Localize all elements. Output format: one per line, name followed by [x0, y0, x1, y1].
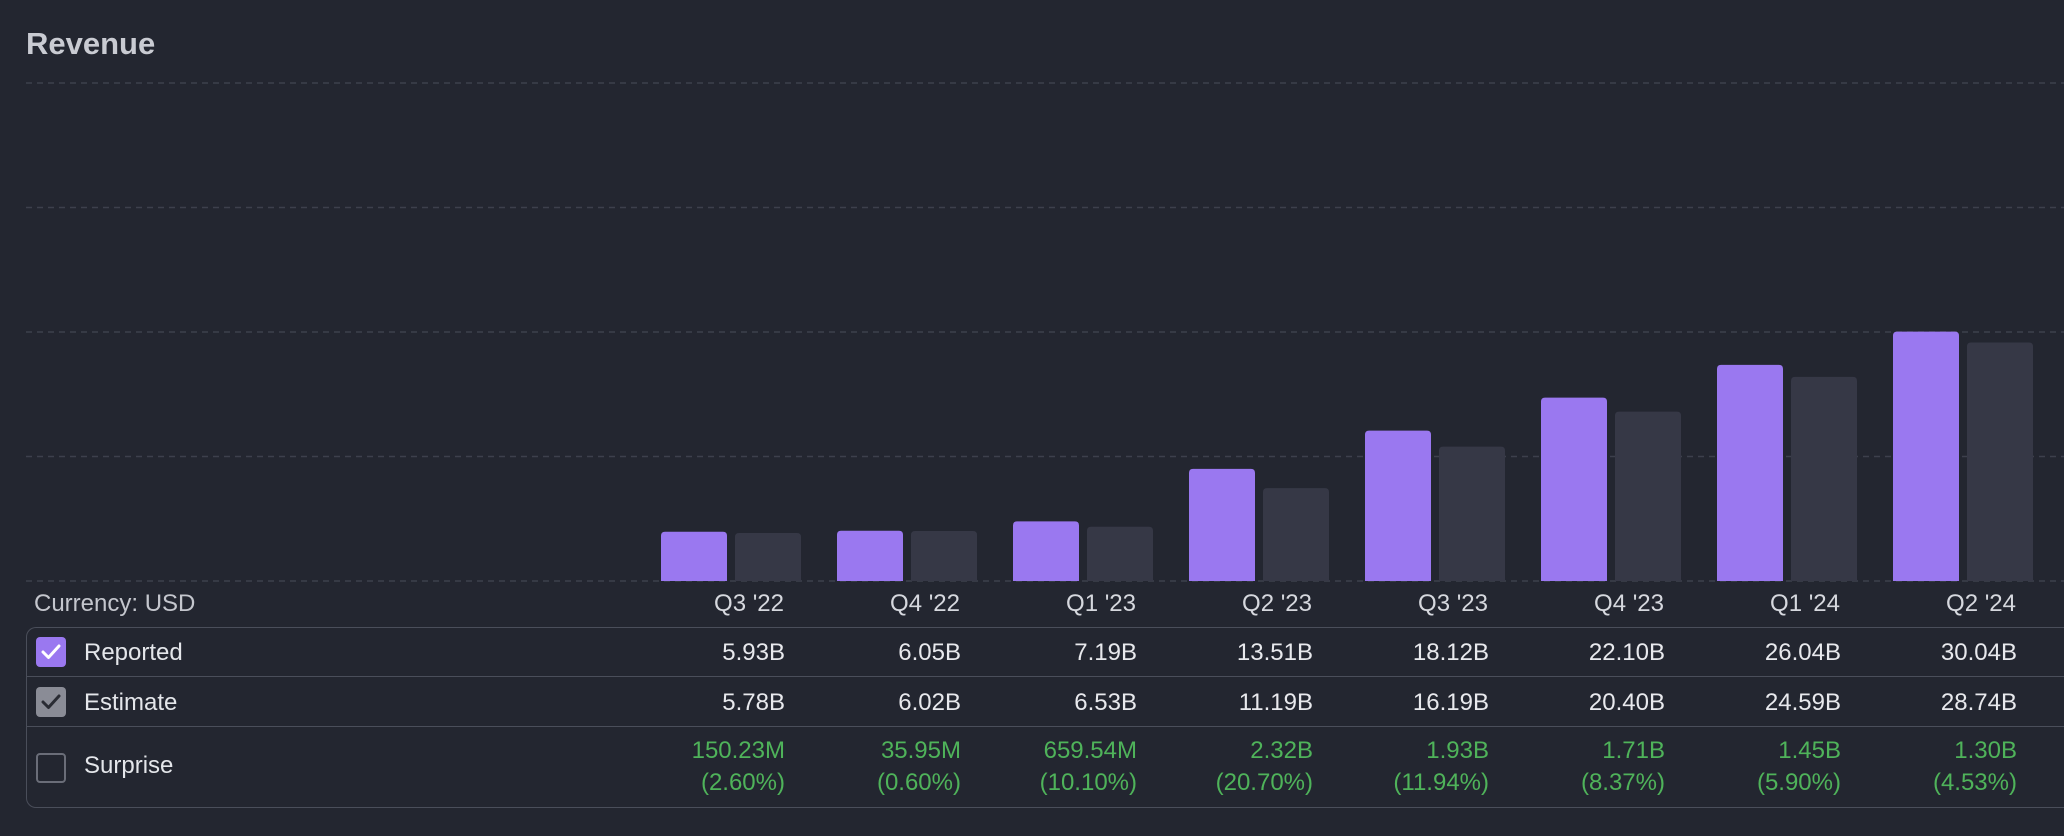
reported-row: Reported 5.93B 6.05B 7.19B 13.51B 18.12B 22.1… — [27, 628, 2064, 677]
quarter-label: Q2 '24 — [1946, 590, 2016, 617]
reported-bar[interactable] — [1893, 331, 1959, 581]
reported-bar[interactable] — [661, 531, 727, 581]
surprise-amount: 150.23M — [691, 737, 785, 764]
surprise-value: 150.23M (2.60%) — [605, 735, 785, 799]
estimate-bar[interactable] — [1791, 376, 1857, 581]
estimate-value: 6.02B — [898, 689, 961, 716]
surprise-percent: (10.10%) — [1039, 769, 1137, 796]
surprise-amount: 1.71B — [1602, 737, 1665, 764]
estimate-row: Estimate 5.78B 6.02B 6.53B 11.19B 16.19B 20.4… — [27, 677, 2064, 727]
estimate-bar[interactable] — [1263, 488, 1329, 581]
reported-value: 6.05B — [898, 639, 961, 666]
surprise-percent: (8.37%) — [1580, 769, 1665, 796]
reported-bar[interactable] — [1365, 430, 1431, 581]
estimate-label: Estimate — [84, 689, 178, 716]
surprise-percent: (0.60%) — [876, 769, 961, 796]
surprise-amount: 2.32B — [1250, 737, 1313, 764]
reported-label: Reported — [84, 639, 183, 666]
check-icon — [41, 644, 61, 659]
estimate-value: 24.59B — [1764, 689, 1841, 716]
reported-checkbox[interactable] — [36, 637, 66, 667]
quarter-label: Q4 '23 — [1594, 590, 1664, 617]
reported-bar[interactable] — [1013, 521, 1079, 581]
estimate-bar[interactable] — [1087, 526, 1153, 581]
surprise-amount: 1.45B — [1778, 737, 1841, 764]
revenue-chart — [26, 82, 2064, 582]
surprise-percent: (2.60%) — [700, 769, 785, 796]
quarter-label: Q4 '22 — [890, 590, 960, 617]
surprise-percent: (5.90%) — [1756, 769, 1841, 796]
reported-value: 7.19B — [1074, 639, 1137, 666]
surprise-value: 1.71B (8.37%) — [1485, 735, 1665, 799]
estimate-value: 6.53B — [1074, 689, 1137, 716]
estimate-bar[interactable] — [1439, 446, 1505, 581]
reported-bar[interactable] — [1541, 397, 1607, 581]
surprise-amount: 659.54M — [1043, 737, 1137, 764]
surprise-amount: 35.95M — [880, 737, 961, 764]
reported-bar[interactable] — [1717, 364, 1783, 581]
reported-value: 5.93B — [722, 639, 785, 666]
surprise-percent: (20.70%) — [1215, 769, 1313, 796]
surprise-value: 659.54M (10.10%) — [957, 735, 1137, 799]
surprise-checkbox[interactable] — [36, 753, 66, 783]
surprise-percent: (11.94%) — [1393, 769, 1489, 796]
surprise-value: 1.30B (4.53%) — [1837, 735, 2017, 799]
surprise-value: 2.32B (20.70%) — [1133, 735, 1313, 799]
reported-value: 22.10B — [1588, 639, 1665, 666]
estimate-bar[interactable] — [1615, 411, 1681, 581]
reported-bar[interactable] — [1189, 468, 1255, 581]
data-table: Reported 5.93B 6.05B 7.19B 13.51B 18.12B 22.1… — [26, 627, 2064, 808]
surprise-label: Surprise — [84, 752, 174, 779]
surprise-value: 1.93B (11.94%) — [1309, 735, 1489, 799]
surprise-row: Surprise 150.23M (2.60%) 35.95M (0.60%) 659.… — [27, 727, 2064, 809]
quarter-label: Q2 '23 — [1242, 590, 1312, 617]
quarter-label: Q1 '24 — [1770, 590, 1840, 617]
quarter-label: Q3 '23 — [1418, 590, 1488, 617]
check-icon — [41, 694, 61, 709]
reported-value: 18.12B — [1412, 639, 1489, 666]
estimate-bar[interactable] — [735, 533, 801, 581]
reported-value: 30.04B — [1940, 639, 2017, 666]
surprise-value: 35.95M (0.60%) — [781, 735, 961, 799]
estimate-bar[interactable] — [1967, 342, 2033, 581]
surprise-value: 1.45B (5.90%) — [1661, 735, 1841, 799]
estimate-checkbox[interactable] — [36, 687, 66, 717]
reported-bar[interactable] — [837, 530, 903, 581]
estimate-value: 20.40B — [1588, 689, 1665, 716]
estimate-value: 11.19B — [1238, 689, 1313, 716]
quarter-label: Q3 '22 — [714, 590, 784, 617]
reported-value: 13.51B — [1236, 639, 1313, 666]
chart-title: Revenue — [26, 26, 156, 61]
estimate-value: 16.19B — [1412, 689, 1489, 716]
currency-label: Currency: USD — [34, 590, 196, 617]
surprise-amount: 1.30B — [1954, 737, 2017, 764]
surprise-amount: 1.93B — [1426, 737, 1489, 764]
estimate-value: 28.74B — [1940, 689, 2017, 716]
estimate-value: 5.78B — [722, 689, 785, 716]
estimate-bar[interactable] — [911, 531, 977, 581]
quarter-label: Q1 '23 — [1066, 590, 1136, 617]
reported-value: 26.04B — [1764, 639, 1841, 666]
surprise-percent: (4.53%) — [1932, 769, 2017, 796]
